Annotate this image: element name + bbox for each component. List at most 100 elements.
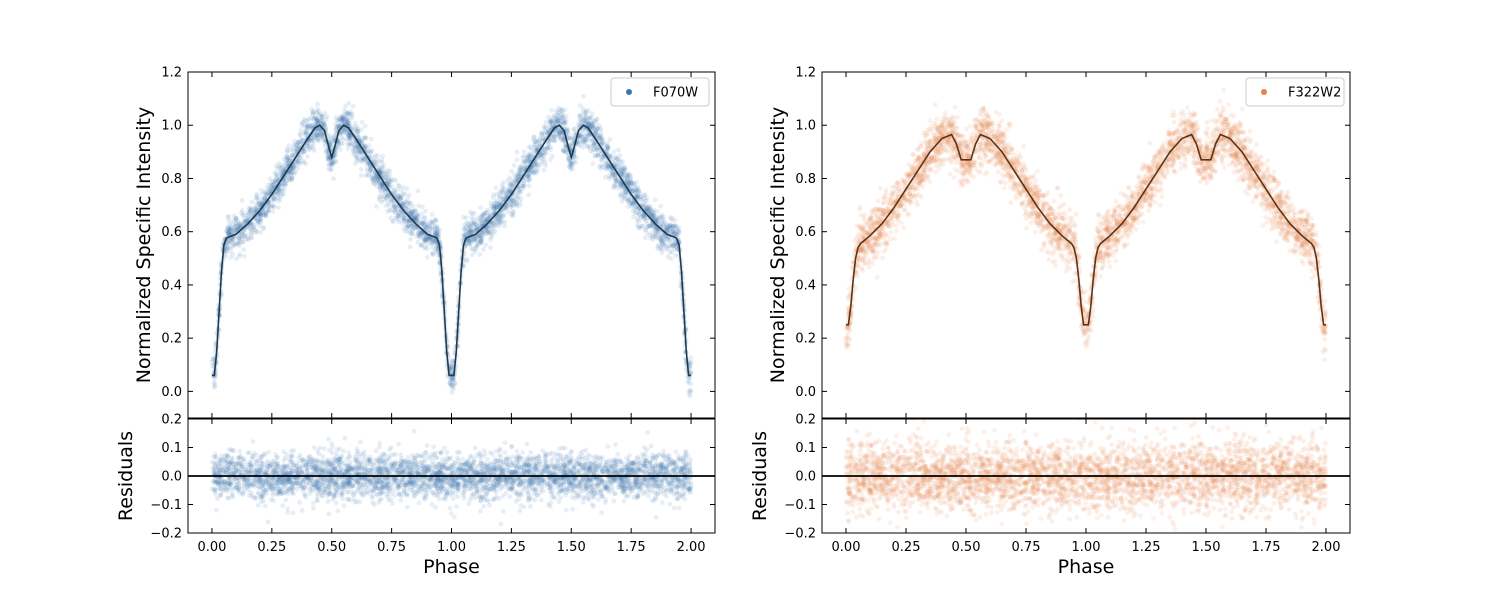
data-point — [284, 150, 290, 155]
data-point — [537, 136, 543, 142]
data-point — [233, 217, 239, 223]
data-point — [289, 177, 295, 183]
data-point — [249, 199, 255, 205]
data-point — [398, 194, 404, 200]
data-point — [561, 120, 567, 126]
data-point — [390, 204, 396, 209]
data-point — [295, 140, 301, 146]
data-point — [482, 210, 487, 216]
data-point — [555, 112, 560, 118]
data-point — [525, 174, 531, 179]
data-point — [587, 116, 593, 122]
data-point — [417, 234, 422, 239]
data-point — [328, 142, 333, 148]
data-point — [236, 238, 242, 244]
data-point — [326, 162, 332, 168]
data-point — [409, 212, 414, 217]
data-point — [652, 197, 658, 203]
data-point — [687, 364, 693, 370]
data-point — [320, 114, 325, 119]
data-point — [574, 155, 579, 161]
data-point — [359, 140, 365, 146]
data-point — [355, 131, 361, 137]
data-point — [598, 133, 604, 139]
data-point — [372, 181, 378, 187]
data-point — [491, 192, 496, 198]
data-point — [396, 212, 402, 218]
data-point — [547, 137, 553, 143]
data-point — [673, 223, 679, 229]
data-point — [427, 227, 432, 233]
data-point — [556, 131, 562, 137]
data-point — [378, 170, 384, 176]
data-point — [242, 218, 247, 224]
data-point — [316, 108, 322, 114]
data-point — [586, 121, 592, 127]
data-point — [231, 240, 236, 246]
data-point — [625, 204, 631, 209]
data-point — [376, 195, 382, 200]
data-point — [378, 194, 383, 200]
data-point — [286, 155, 292, 161]
data-point — [289, 175, 295, 181]
data-point — [296, 158, 301, 164]
data-point — [385, 209, 390, 215]
data-point — [560, 114, 566, 119]
data-point — [225, 230, 230, 236]
data-point — [530, 170, 536, 175]
data-point — [236, 253, 242, 259]
data-point — [562, 121, 568, 127]
data-point — [514, 149, 520, 155]
data-point — [670, 243, 676, 249]
data-point — [483, 228, 489, 234]
data-point — [599, 141, 605, 147]
data-point — [667, 237, 672, 243]
data-point — [266, 190, 271, 196]
data-point — [566, 156, 572, 162]
data-point — [636, 212, 642, 218]
data-point — [471, 228, 476, 234]
data-point — [408, 221, 413, 227]
data-point — [571, 158, 576, 164]
data-point — [330, 160, 335, 166]
data-point — [310, 143, 315, 149]
data-point — [231, 242, 237, 248]
data-point — [416, 203, 422, 209]
data-point — [490, 226, 495, 231]
data-point — [298, 135, 304, 141]
data-point — [491, 205, 497, 211]
data-point — [298, 155, 304, 160]
data-point — [365, 160, 371, 166]
data-point — [637, 191, 642, 196]
data-point — [420, 220, 425, 226]
data-point — [604, 149, 610, 154]
data-point — [561, 120, 567, 126]
data-point — [373, 152, 378, 158]
data-point — [321, 137, 326, 143]
residual-point — [321, 446, 327, 451]
data-point — [478, 238, 484, 244]
data-point — [401, 203, 406, 208]
data-point — [496, 219, 501, 225]
data-point — [663, 247, 669, 252]
data-point — [666, 246, 671, 251]
data-point — [236, 243, 242, 249]
data-point — [519, 183, 524, 189]
data-point — [498, 213, 504, 218]
data-point — [587, 145, 593, 151]
residual-point — [667, 501, 673, 507]
data-point — [355, 144, 361, 150]
data-point — [302, 124, 308, 130]
data-point — [604, 144, 610, 150]
data-point — [539, 131, 545, 137]
data-point — [526, 158, 532, 164]
data-point — [655, 246, 661, 252]
data-point — [376, 158, 382, 164]
data-point — [520, 158, 526, 164]
data-point — [278, 193, 284, 199]
data-point — [272, 170, 278, 176]
data-point — [401, 217, 407, 223]
data-point — [533, 149, 538, 154]
data-point — [590, 149, 596, 155]
data-point — [400, 184, 406, 190]
